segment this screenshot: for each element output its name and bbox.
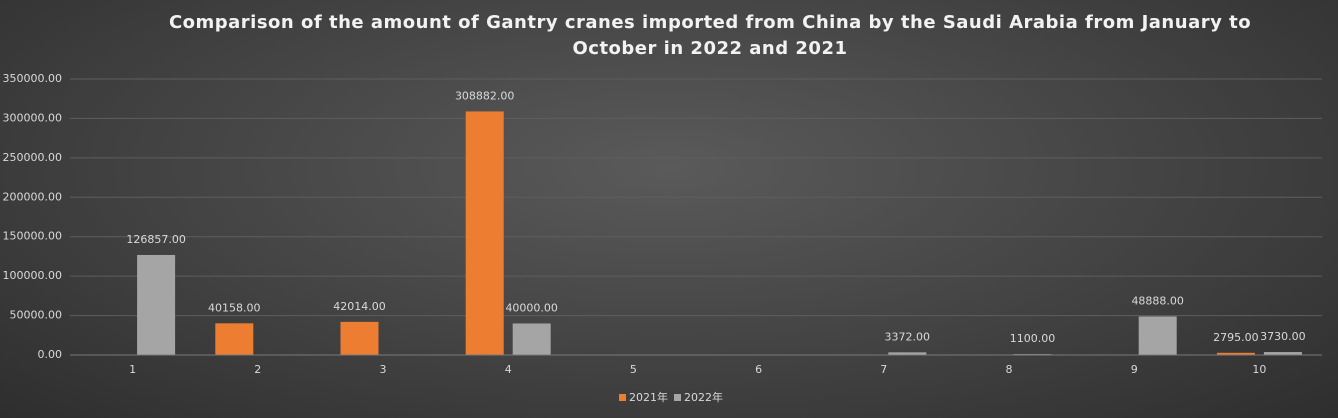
x-tick-label: 10: [1252, 363, 1266, 376]
y-tick-label: 150000.00: [3, 230, 63, 243]
x-tick-label: 7: [880, 363, 887, 376]
bar: [1263, 352, 1302, 355]
x-tick-label: 3: [380, 363, 387, 376]
x-tick-label: 9: [1131, 363, 1138, 376]
y-tick-label: 200000.00: [3, 190, 63, 203]
bar: [512, 323, 551, 355]
legend-label: 2021年: [629, 390, 668, 404]
x-tick-label: 8: [1006, 363, 1013, 376]
y-tick-label: 300000.00: [3, 111, 63, 124]
value-label: 40158.00: [208, 301, 261, 314]
bar: [1216, 352, 1255, 355]
y-tick-label: 50000.00: [10, 309, 63, 322]
legend-swatch: [674, 394, 681, 401]
value-label: 40000.00: [505, 301, 558, 314]
x-tick-label: 1: [129, 363, 136, 376]
chart-title: Comparison of the amount of Gantry crane…: [168, 12, 1252, 59]
bar: [137, 254, 176, 355]
y-tick-label: 250000.00: [3, 151, 63, 164]
legend-swatch: [619, 394, 626, 401]
value-label: 42014.00: [333, 300, 386, 313]
y-tick-label: 350000.00: [3, 72, 63, 85]
value-label: 126857.00: [126, 233, 186, 246]
y-tick-label: 0.00: [38, 348, 63, 361]
bar: [465, 111, 504, 356]
value-label: 2795.00: [1213, 331, 1259, 344]
legend-label: 2022年: [684, 390, 723, 404]
bar: [1138, 316, 1177, 355]
bar: [215, 323, 254, 355]
bar: [888, 352, 927, 355]
value-label: 308882.00: [455, 89, 515, 102]
x-tick-label: 2: [254, 363, 261, 376]
x-tick-label: 5: [630, 363, 637, 376]
value-label: 3730.00: [1260, 330, 1306, 343]
value-label: 3372.00: [885, 330, 931, 343]
value-label: 1100.00: [1010, 332, 1056, 345]
value-label: 48888.00: [1131, 294, 1184, 307]
x-tick-label: 4: [505, 363, 512, 376]
bar: [340, 321, 379, 355]
x-tick-label: 6: [755, 363, 762, 376]
y-tick-label: 100000.00: [3, 269, 63, 282]
